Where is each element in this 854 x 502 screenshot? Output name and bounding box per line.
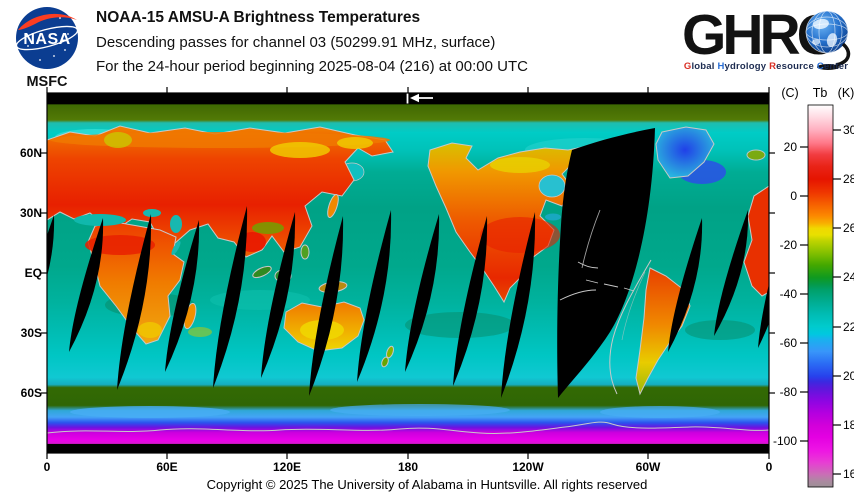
kelvin-tick-label: 200: [843, 369, 854, 383]
page-title: NOAA-15 AMSU-A Brightness Temperatures: [96, 9, 421, 26]
ghrc-tagline: Global Hydrology Resource Center: [682, 61, 850, 72]
orbit-gap-large: [557, 128, 655, 398]
kelvin-tick-label: 280: [843, 172, 854, 186]
ghrc-tagline-segment: H: [717, 61, 725, 72]
subtitle-channel: Descending passes for channel 03 (50299.…: [96, 34, 496, 51]
ghrc-tagline-segment: G: [683, 61, 692, 72]
ghrc-globe-icon: [805, 10, 851, 70]
nasa-msfc-logo: NASA MSFC: [10, 4, 88, 92]
orbit-gap-swath: [357, 210, 392, 382]
lon-tick-label: 120E: [273, 460, 301, 474]
iceland: [746, 149, 766, 161]
orbit-gap-swaths: [47, 128, 769, 398]
coastline-overlays: [47, 209, 769, 434]
lon-tick-label: 120W: [512, 460, 544, 474]
celsius-tick-label: 0: [790, 189, 797, 203]
nasa-meatball-icon: NASA MSFC: [15, 7, 79, 90]
globe-stand: [835, 42, 851, 67]
south-pole-nodata-bar: [47, 444, 769, 453]
celsius-tick-label: -100: [773, 434, 797, 448]
nasa-wordmark: NASA: [23, 31, 70, 48]
lat-tick-label: 30N: [20, 206, 42, 220]
orbit-gap-swath: [714, 210, 749, 336]
philippines: [300, 244, 310, 260]
kelvin-tick-label: 260: [843, 221, 854, 235]
orbit-gap-swath: [213, 206, 248, 388]
kelvin-tick-label: 240: [843, 270, 854, 284]
lat-tick-label: 60N: [20, 146, 42, 160]
lon-tick-label: 60E: [156, 460, 177, 474]
ghrc-tagline-segment: lobal: [691, 61, 718, 72]
lon-tick-label: 0: [44, 460, 51, 474]
celsius-tick-label: 20: [784, 140, 798, 154]
japan: [327, 194, 339, 218]
orbit-gap-swath: [453, 216, 488, 386]
celsius-tick-label: -60: [780, 336, 798, 350]
celsius-tick-label: -20: [780, 238, 798, 252]
land-temperature-patches: [50, 132, 560, 340]
title-block: NOAA-15 AMSU-A Brightness Temperatures D…: [96, 9, 528, 82]
orbit-gap-swath: [309, 216, 344, 396]
continent-eurasia: [47, 125, 394, 258]
ghrc-tagline-segment: R: [769, 61, 777, 72]
ghrc-tagline-segment: ydrology: [724, 61, 770, 72]
iberia-west-africa: [743, 185, 769, 297]
colorbar-gradient: [807, 104, 834, 488]
ghrc-tagline-segment: esource: [776, 61, 817, 72]
inland-seas: [74, 174, 566, 256]
ghrc-logo: GHRC: [680, 2, 852, 78]
orbit-gap-swath: [405, 214, 440, 372]
colorbar-quantity: Tb: [813, 86, 828, 100]
kelvin-tick-label: 160: [843, 467, 854, 481]
kelvin-tick-label: 220: [843, 320, 854, 334]
copyright-notice: Copyright © 2025 The University of Alaba…: [206, 477, 648, 492]
ghrc-tagline-segment: C: [816, 61, 824, 72]
orbit-gap-swath: [165, 220, 200, 372]
world-map: [47, 93, 769, 453]
colorbar-unit-celsius: (C): [781, 86, 798, 100]
nasa-orbit-ellipse: [15, 25, 79, 51]
orbit-gap-swath: [758, 283, 769, 348]
antarctica-coastline: [47, 421, 769, 434]
celsius-tick-label: -40: [780, 287, 798, 301]
axis-ticks: [41, 87, 775, 459]
lat-tick-label: 60S: [21, 386, 42, 400]
lat-tick-label: 30S: [21, 326, 42, 340]
orbit-gap-swath: [47, 215, 55, 277]
colorbar-unit-kelvin: (K): [838, 86, 854, 100]
orbit-gap-swath: [69, 218, 104, 352]
colorbar-ticks: [800, 129, 841, 475]
colorbar-labels: 200-20-40-60-80-100300280260240220200180…: [773, 123, 854, 481]
ghrc-logo-icon: GHRC: [682, 3, 851, 70]
colorbar: (C) Tb (K) 200-20-40-60-80-1003002802602…: [773, 86, 854, 488]
pass-direction-arrow-icon: [406, 93, 433, 104]
nasa-red-swoosh: [18, 13, 77, 30]
axis-labels: 0 60E 120E 180 120W 60W 0 60N 30N EQ 30S 60S: [20, 146, 773, 474]
orbit-gap-swath: [117, 214, 152, 390]
sumatra: [252, 265, 272, 279]
ghrc-tagline-segment: enter: [823, 61, 849, 72]
orbit-gap-swath: [501, 212, 536, 398]
lon-tick-label: 60W: [636, 460, 661, 474]
lat-tick-label: EQ: [25, 266, 42, 280]
orbit-gap-swath: [261, 212, 296, 378]
subtitle-period: For the 24-hour period beginning 2025-08…: [96, 58, 528, 75]
new-zealand-south: [381, 356, 389, 368]
celsius-tick-label: -80: [780, 385, 798, 399]
msfc-caption: MSFC: [26, 74, 68, 90]
orbit-gap-swath: [668, 218, 703, 352]
lon-tick-label: 0: [766, 460, 773, 474]
lon-tick-label: 180: [398, 460, 418, 474]
kelvin-tick-label: 300: [843, 123, 854, 137]
greenland: [655, 126, 715, 179]
kelvin-tick-label: 180: [843, 418, 854, 432]
